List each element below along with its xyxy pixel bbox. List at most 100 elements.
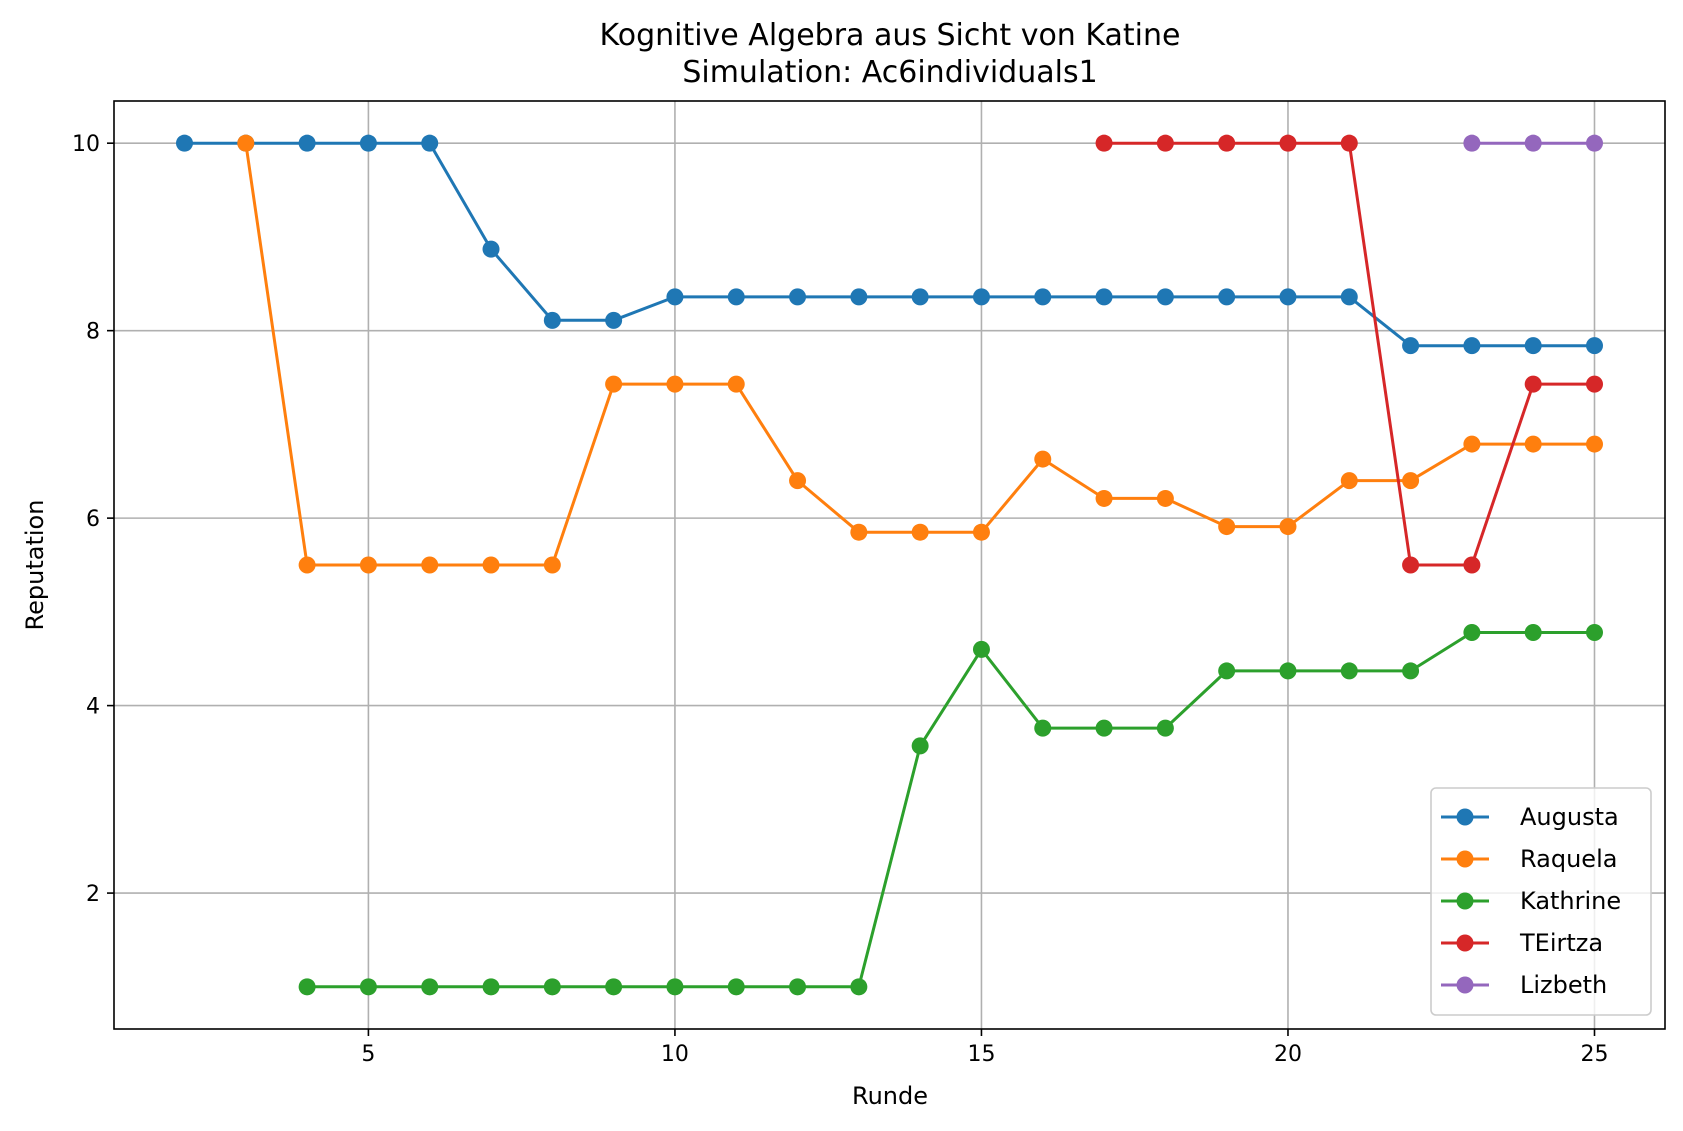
data-point-raquela bbox=[789, 472, 807, 490]
data-point-augusta bbox=[911, 288, 929, 306]
series-lizbeth bbox=[1463, 134, 1603, 152]
legend-box bbox=[1430, 787, 1652, 1016]
series-line-augusta bbox=[184, 141, 1595, 348]
data-point-teirtza bbox=[1156, 134, 1174, 152]
data-point-augusta bbox=[176, 134, 193, 152]
plot-frame bbox=[113, 100, 1666, 1030]
data-point-lizbeth bbox=[1586, 134, 1603, 152]
data-point-teirtza bbox=[1279, 134, 1297, 152]
data-point-augusta bbox=[1524, 337, 1542, 355]
data-point-raquela bbox=[359, 556, 377, 574]
series-group bbox=[176, 134, 1603, 996]
y-tick-label: 2 bbox=[86, 882, 100, 907]
data-point-raquela bbox=[972, 523, 990, 541]
data-point-kathrine bbox=[1586, 623, 1603, 641]
data-point-augusta bbox=[1156, 288, 1174, 306]
data-point-teirtza bbox=[1402, 556, 1420, 574]
x-tick-label: 20 bbox=[1274, 1042, 1302, 1067]
data-point-raquela bbox=[1340, 472, 1358, 490]
data-point-augusta bbox=[605, 311, 623, 329]
legend-marker bbox=[1456, 892, 1474, 910]
data-point-kathrine bbox=[850, 978, 868, 996]
x-tick-label: 10 bbox=[661, 1042, 689, 1067]
data-point-raquela bbox=[1586, 435, 1603, 453]
data-point-raquela bbox=[666, 375, 684, 393]
data-point-kathrine bbox=[666, 978, 684, 996]
data-point-teirtza bbox=[1586, 375, 1603, 393]
data-point-kathrine bbox=[1034, 719, 1052, 737]
data-point-raquela bbox=[1156, 489, 1174, 507]
data-point-lizbeth bbox=[1524, 134, 1542, 152]
data-point-lizbeth bbox=[1463, 134, 1481, 152]
data-point-raquela bbox=[727, 375, 745, 393]
data-point-augusta bbox=[482, 240, 500, 258]
legend-item-teirtza: TEirtza bbox=[1441, 929, 1603, 957]
y-tick-label: 8 bbox=[86, 320, 100, 345]
data-point-kathrine bbox=[1279, 662, 1297, 680]
data-point-augusta bbox=[1034, 288, 1052, 306]
data-point-augusta bbox=[1586, 337, 1603, 355]
data-point-kathrine bbox=[911, 737, 929, 755]
data-point-augusta bbox=[543, 311, 561, 329]
data-point-kathrine bbox=[1340, 662, 1358, 680]
data-point-kathrine bbox=[605, 978, 623, 996]
data-point-augusta bbox=[1402, 337, 1420, 355]
data-point-kathrine bbox=[298, 978, 316, 996]
data-point-teirtza bbox=[1463, 556, 1481, 574]
data-point-raquela bbox=[543, 556, 561, 574]
data-point-teirtza bbox=[1218, 134, 1236, 152]
y-tick-label: 6 bbox=[86, 507, 100, 532]
x-tick-label: 25 bbox=[1581, 1042, 1609, 1067]
chart-title: Kognitive Algebra aus Sicht von Katine bbox=[600, 18, 1181, 53]
y-tick-label: 4 bbox=[86, 695, 100, 720]
data-point-kathrine bbox=[789, 978, 807, 996]
data-point-raquela bbox=[1402, 472, 1420, 490]
data-point-kathrine bbox=[482, 978, 500, 996]
x-axis-label: Runde bbox=[852, 1082, 928, 1110]
data-point-raquela bbox=[237, 134, 255, 152]
legend: Augusta Raquela Kathrine TEirtza Lizbeth bbox=[1430, 787, 1652, 1016]
data-point-teirtza bbox=[1095, 134, 1113, 152]
data-point-raquela bbox=[298, 556, 316, 574]
data-point-teirtza bbox=[1524, 375, 1542, 393]
legend-marker bbox=[1456, 976, 1474, 994]
data-point-kathrine bbox=[543, 978, 561, 996]
data-point-raquela bbox=[605, 375, 623, 393]
data-point-kathrine bbox=[1095, 719, 1113, 737]
x-tick-label: 5 bbox=[361, 1042, 375, 1067]
series-teirtza bbox=[1095, 134, 1603, 574]
data-point-raquela bbox=[482, 556, 500, 574]
data-point-augusta bbox=[359, 134, 377, 152]
data-point-raquela bbox=[1034, 450, 1052, 468]
series-kathrine bbox=[298, 623, 1603, 996]
data-point-raquela bbox=[1279, 518, 1297, 536]
series-raquela bbox=[237, 134, 1603, 574]
data-point-raquela bbox=[1218, 518, 1236, 536]
data-point-teirtza bbox=[1340, 134, 1358, 152]
legend-item-augusta: Augusta bbox=[1441, 803, 1619, 831]
data-point-raquela bbox=[850, 523, 868, 541]
axis-ticks: 5 10 15 20 25 2 4 6 8 10 bbox=[72, 132, 1609, 1067]
legend-label: Augusta bbox=[1520, 803, 1619, 831]
data-point-augusta bbox=[1279, 288, 1297, 306]
legend-item-raquela: Raquela bbox=[1441, 845, 1617, 873]
chart-subtitle: Simulation: Ac6individuals1 bbox=[682, 55, 1097, 90]
data-point-augusta bbox=[1340, 288, 1358, 306]
data-point-augusta bbox=[1463, 337, 1481, 355]
legend-item-kathrine: Kathrine bbox=[1441, 887, 1621, 915]
grid bbox=[114, 101, 1665, 1029]
x-tick-label: 15 bbox=[967, 1042, 995, 1067]
data-point-raquela bbox=[911, 523, 929, 541]
y-axis-label: Reputation bbox=[21, 500, 49, 631]
data-point-augusta bbox=[1218, 288, 1236, 306]
legend-label: Kathrine bbox=[1520, 887, 1621, 915]
data-point-raquela bbox=[1095, 489, 1113, 507]
legend-label: Raquela bbox=[1520, 845, 1617, 873]
data-point-augusta bbox=[298, 134, 316, 152]
legend-marker bbox=[1456, 934, 1474, 952]
data-point-kathrine bbox=[1402, 662, 1420, 680]
legend-marker bbox=[1456, 850, 1474, 868]
data-point-kathrine bbox=[421, 978, 439, 996]
data-point-kathrine bbox=[972, 640, 990, 658]
